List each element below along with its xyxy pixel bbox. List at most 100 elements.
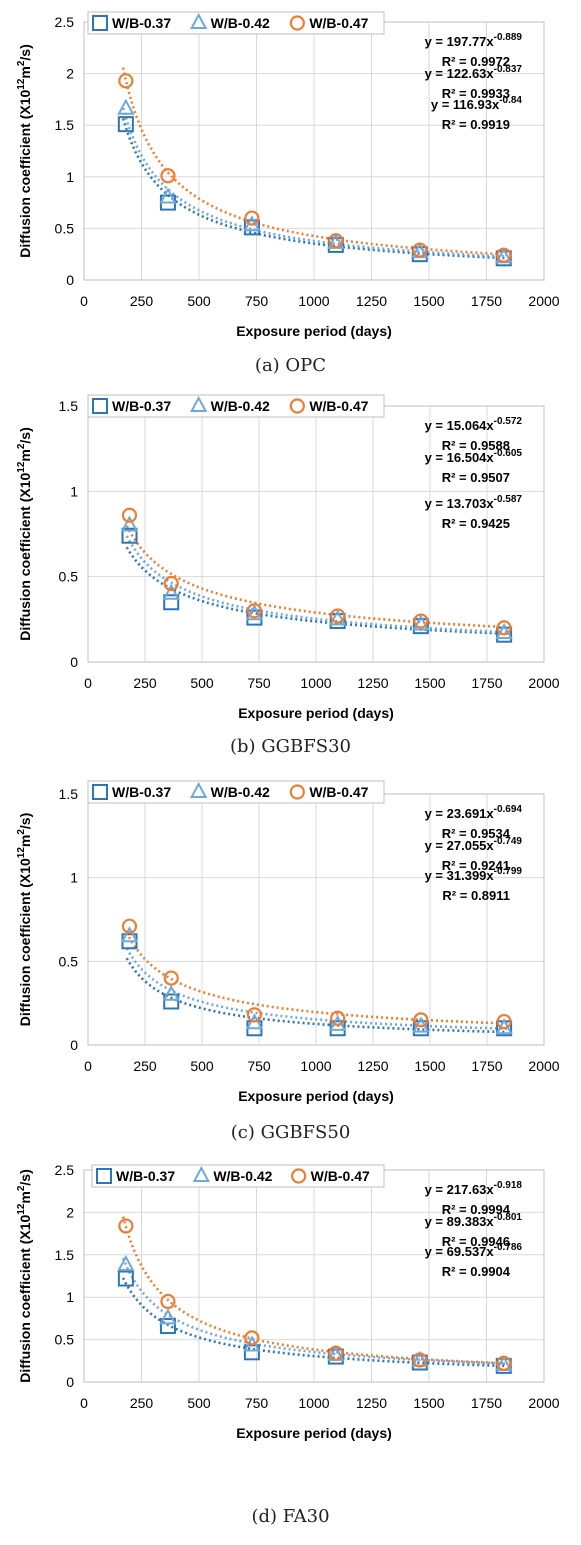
x-tick-label: 1500 (414, 675, 445, 691)
data-point-W/B-0.47 (496, 247, 512, 263)
fit-r2: R² = 0.9919 (442, 117, 510, 132)
chart-panel-ggbfs50: 0 250 500 750 1000 1250 1500 1750 2000 0 0.5 1 1.5 Ex… (0, 770, 581, 1154)
chart-caption: (d) FA30 (251, 1506, 330, 1527)
data-point-W/B-0.47 (413, 613, 429, 629)
x-tick-label: 750 (247, 675, 271, 691)
data-point-W/B-0.37 (496, 626, 513, 643)
x-tick-label: 250 (133, 1058, 157, 1074)
legend-box (87, 11, 385, 35)
y-tick-label: 0 (66, 272, 74, 288)
legend-label: W/B-0.37 (116, 1168, 175, 1184)
data-point-W/B-0.47 (330, 608, 346, 624)
y-tick-label: 0.5 (59, 569, 79, 585)
legend-marker (291, 1168, 307, 1184)
x-tick-label: 1500 (414, 1058, 445, 1074)
data-point-W/B-0.37 (117, 116, 134, 133)
y-tick-label: 1.5 (59, 786, 79, 802)
y-tick-label: 2.5 (55, 1162, 75, 1178)
x-tick-label: 1500 (413, 293, 444, 309)
x-axis-title: Exposure period (days) (236, 1425, 392, 1441)
legend-box (91, 1164, 385, 1188)
y-tick-label: 1 (70, 870, 78, 886)
data-point-W/B-0.47 (328, 233, 344, 249)
data-point-W/B-0.37 (412, 1020, 429, 1037)
y-axis-title: Diffusion coefficient (X1012m2/s) (16, 1169, 33, 1383)
data-point-W/B-0.42 (117, 98, 135, 115)
legend-label: W/B-0.37 (112, 784, 171, 800)
data-point-W/B-0.47 (412, 1352, 428, 1368)
data-point-W/B-0.37 (327, 1348, 344, 1365)
data-point-W/B-0.42 (159, 1308, 177, 1325)
data-point-W/B-0.42 (162, 984, 180, 1001)
y-axis-title: Diffusion coefficient (X1012m2/s) (16, 427, 33, 641)
data-point-W/B-0.47 (496, 620, 512, 636)
x-tick-label: 0 (84, 675, 92, 691)
fit-r2: R² = 0.9904 (442, 1264, 511, 1279)
fit-equation: y = 15.064x-0.572 (425, 416, 523, 433)
fit-r2: R² = 0.9241 (442, 858, 510, 873)
data-point-W/B-0.42 (162, 583, 180, 600)
legend-label: W/B-0.37 (112, 15, 171, 31)
data-point-W/B-0.47 (160, 1293, 176, 1310)
chart-panel-ggbfs30: 0 250 500 750 1000 1250 1500 1750 2000 0 0.5 1 1.5 Ex… (0, 384, 581, 770)
fit-r2: R² = 0.9994 (442, 1202, 511, 1217)
trendline-W/B-0.47 (121, 67, 508, 256)
fit-r2: R² = 0.9588 (442, 438, 510, 453)
x-tick-label: 750 (245, 1395, 269, 1411)
fit-equation: y = 13.703x-0.587 (425, 494, 523, 511)
x-axis-title: Exposure period (days) (238, 1088, 394, 1104)
x-tick-label: 2000 (528, 1395, 559, 1411)
trendline-W/B-0.42 (121, 1257, 508, 1365)
fit-equation: y = 16.504x-0.605 (425, 448, 523, 465)
data-point-W/B-0.37 (159, 1318, 176, 1335)
legend-marker (92, 784, 108, 800)
chart-caption: (a) OPC (254, 355, 327, 376)
trendline-W/B-0.37 (121, 1277, 508, 1368)
data-point-W/B-0.42 (328, 609, 347, 626)
legend-box (87, 780, 385, 804)
x-tick-label: 250 (130, 293, 154, 309)
data-point-W/B-0.47 (121, 918, 138, 934)
data-point-W/B-0.42 (412, 614, 430, 631)
x-tick-label: 1250 (356, 293, 387, 309)
legend-marker (289, 398, 305, 414)
legend-marker (192, 1165, 211, 1182)
chart-caption: (c) GGBFS50 (230, 1122, 351, 1143)
fit-r2: R² = 0.8911 (442, 888, 510, 903)
trendline-W/B-0.37 (125, 957, 508, 1034)
x-tick-label: 0 (84, 1058, 92, 1074)
fit-r2: R² = 0.9534 (442, 826, 511, 841)
y-tick-label: 0 (66, 1374, 74, 1390)
x-tick-label: 1250 (357, 1058, 388, 1074)
data-point-W/B-0.47 (121, 507, 138, 523)
chart-svg: 0 250 500 750 1000 1250 1500 1750 2000 0 0.5 1 1.5 2 2… (16, 1162, 560, 1441)
legend-label: W/B-0.47 (309, 15, 368, 31)
fit-equation: y = 27.055x-0.749 (425, 836, 523, 853)
x-tick-label: 500 (187, 1395, 211, 1411)
y-tick-label: 1.5 (59, 398, 79, 414)
fit-equation: y = 116.93x-0.84 (431, 95, 523, 112)
legend-label: W/B-0.47 (311, 1168, 370, 1184)
legend-marker (96, 1168, 112, 1184)
legend-label: W/B-0.42 (211, 15, 270, 31)
trendline-W/B-0.42 (125, 947, 508, 1031)
x-tick-label: 0 (80, 1395, 88, 1411)
legend-label: W/B-0.47 (309, 784, 368, 800)
chart-svg: 0 250 500 750 1000 1250 1500 1750 2000 0 0.5 1 1.5 Ex… (16, 394, 560, 721)
x-tick-label: 0 (80, 293, 88, 309)
x-tick-label: 250 (130, 1395, 154, 1411)
legend-box (87, 394, 385, 418)
chart-svg: 0 250 500 750 1000 1250 1500 1750 2000 0 0.5 1 1.5 Ex… (16, 780, 560, 1104)
data-point-W/B-0.37 (411, 246, 428, 263)
x-tick-label: 1000 (300, 1058, 331, 1074)
x-tick-label: 1750 (471, 293, 502, 309)
legend-marker (92, 15, 108, 31)
x-axis-title: Exposure period (days) (238, 705, 394, 721)
y-tick-label: 1.5 (55, 1247, 75, 1263)
y-tick-label: 0.5 (59, 953, 79, 969)
data-point-W/B-0.37 (243, 219, 260, 236)
y-tick-label: 0 (70, 1037, 78, 1053)
chart-panel-opc: 0 250 500 750 1000 1250 1500 1750 2000 0 0.5 1 1.5 2 2… (0, 0, 581, 384)
y-tick-label: 2.5 (55, 14, 75, 30)
data-point-W/B-0.47 (496, 1355, 512, 1371)
